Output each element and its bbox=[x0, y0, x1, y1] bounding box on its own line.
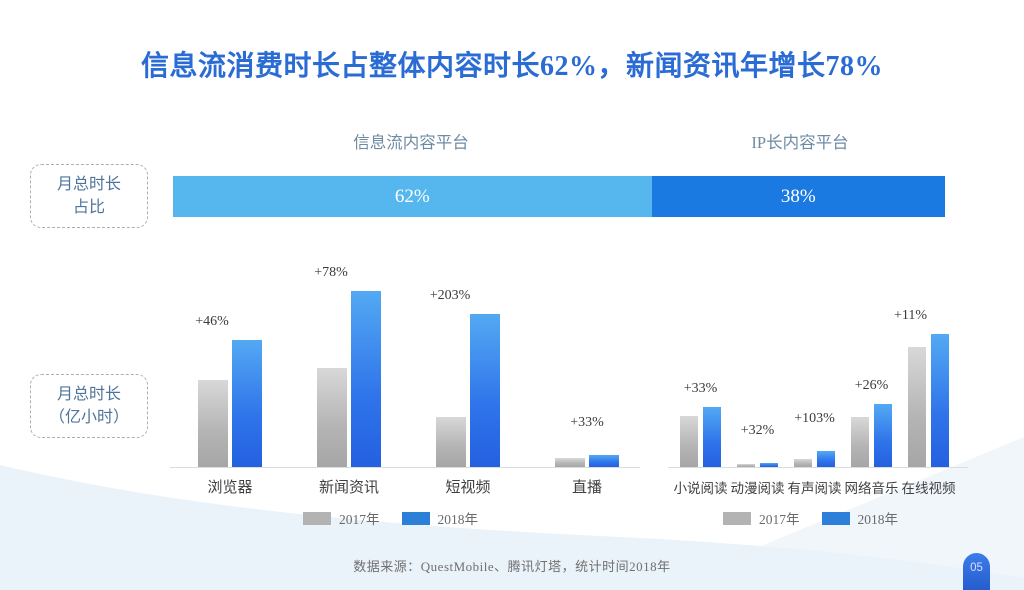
category-label-短视频: 短视频 bbox=[445, 480, 491, 496]
ip-platform-header: IP长内容平台 bbox=[751, 133, 849, 152]
growth-label-网络音乐: +26% bbox=[854, 378, 889, 393]
category-label-网络音乐: 网络音乐 bbox=[844, 481, 899, 496]
growth-label-动漫阅读: +32% bbox=[740, 423, 775, 438]
bar-2018-小说阅读 bbox=[703, 407, 721, 467]
legend-swatch-2017 bbox=[723, 511, 751, 525]
growth-label-在线视频: +11% bbox=[893, 308, 928, 323]
legend-swatch-2018 bbox=[821, 511, 850, 525]
feed-platform-header: 信息流内容平台 bbox=[353, 133, 469, 152]
bar-group-新闻资讯: +78% 新闻资讯 bbox=[314, 265, 381, 496]
data-source-note: 数据来源：QuestMobile、腾讯灯塔，统计时间2018年 bbox=[353, 559, 671, 574]
ip-chart-legend: 2017年 2018年 bbox=[723, 508, 898, 528]
bar-2017-新闻资讯 bbox=[317, 368, 347, 467]
category-label-有声阅读: 有声阅读 bbox=[787, 481, 842, 496]
growth-label-浏览器: +46% bbox=[195, 314, 229, 329]
legend-item-2018: 2018年 bbox=[821, 508, 899, 528]
legend-label-2017: 2017年 bbox=[339, 512, 380, 527]
bar-2018-短视频 bbox=[470, 314, 500, 467]
bar-2017-直播 bbox=[555, 458, 585, 467]
bar-2017-网络音乐 bbox=[851, 417, 869, 467]
bar-group-在线视频: +11% 在线视频 bbox=[894, 308, 956, 496]
category-label-小说阅读: 小说阅读 bbox=[673, 481, 728, 496]
share-segment-feed: 62% bbox=[173, 176, 652, 217]
legend-item-2017: 2017年 bbox=[723, 508, 800, 528]
bar-2018-直播 bbox=[589, 455, 619, 467]
page-number-badge: 05 bbox=[963, 553, 990, 590]
bar-2017-在线视频 bbox=[908, 347, 926, 467]
bar-2017-浏览器 bbox=[198, 380, 228, 467]
bar-2017-小说阅读 bbox=[680, 416, 698, 467]
category-label-浏览器: 浏览器 bbox=[207, 480, 253, 496]
feed-chart-legend: 2017年 2018年 bbox=[303, 508, 478, 528]
bar-group-动漫阅读: +32% 动漫阅读 bbox=[731, 423, 785, 496]
hours-row-label-line2: （亿小时） bbox=[48, 409, 129, 426]
share-segment-feed-value: 62% bbox=[394, 185, 430, 207]
growth-label-直播: +33% bbox=[570, 415, 604, 430]
feed-bar-chart: +46% 浏览器 +78% 新闻资讯 +203% 短视频 +33% 直播 bbox=[170, 265, 640, 496]
bar-group-有声阅读: +103% 有声阅读 bbox=[788, 411, 842, 496]
legend-swatch-2018 bbox=[401, 511, 430, 525]
growth-label-小说阅读: +33% bbox=[683, 381, 718, 396]
growth-label-短视频: +203% bbox=[429, 288, 471, 303]
hours-row-label: 月总时长 （亿小时） bbox=[30, 374, 148, 438]
legend-label-2018: 2018年 bbox=[437, 512, 479, 527]
page-title: 信息流消费时长占整体内容时长62%，新闻资讯年增长78% bbox=[140, 51, 883, 82]
bar-2018-有声阅读 bbox=[817, 451, 835, 467]
category-label-动漫阅读: 动漫阅读 bbox=[730, 481, 785, 496]
bar-2017-动漫阅读 bbox=[737, 464, 755, 467]
bar-2018-在线视频 bbox=[931, 334, 949, 467]
bar-group-小说阅读: +33% 小说阅读 bbox=[674, 381, 728, 496]
bar-group-直播: +33% 直播 bbox=[555, 415, 619, 496]
bar-group-浏览器: +46% 浏览器 bbox=[195, 314, 262, 496]
share-stacked-bar: 62% 38% bbox=[173, 176, 945, 217]
growth-label-有声阅读: +103% bbox=[794, 411, 835, 426]
category-label-直播: 直播 bbox=[571, 480, 602, 496]
bar-2017-有声阅读 bbox=[794, 459, 812, 467]
bar-2018-新闻资讯 bbox=[351, 291, 381, 467]
ip-bar-chart: +33% 小说阅读 +32% 动漫阅读 +103% 有声阅读 +26% 网络音乐 +11% 在线视… bbox=[668, 300, 968, 496]
hours-row-label-line1: 月总时长 bbox=[56, 385, 121, 403]
legend-item-2018: 2018年 bbox=[401, 508, 479, 528]
bar-2017-短视频 bbox=[436, 417, 466, 467]
legend-label-2018: 2018年 bbox=[857, 512, 899, 527]
bar-2018-浏览器 bbox=[232, 340, 262, 467]
category-label-新闻资讯: 新闻资讯 bbox=[318, 480, 379, 496]
share-segment-ip: 38% bbox=[651, 176, 945, 217]
bar-2018-网络音乐 bbox=[874, 404, 892, 467]
share-row-label: 月总时长 占比 bbox=[30, 164, 148, 228]
category-label-在线视频: 在线视频 bbox=[901, 481, 956, 496]
growth-label-新闻资讯: +78% bbox=[314, 265, 348, 280]
legend-item-2017: 2017年 bbox=[303, 508, 380, 528]
bar-group-网络音乐: +26% 网络音乐 bbox=[845, 378, 899, 496]
legend-label-2017: 2017年 bbox=[759, 512, 800, 527]
bar-group-短视频: +203% 短视频 bbox=[430, 288, 500, 496]
bar-2018-动漫阅读 bbox=[760, 463, 778, 467]
legend-swatch-2017 bbox=[303, 511, 331, 525]
page-number: 05 bbox=[970, 562, 983, 574]
share-row-label-line2: 占比 bbox=[72, 199, 105, 216]
share-segment-ip-value: 38% bbox=[780, 185, 816, 207]
share-row-label-line1: 月总时长 bbox=[56, 175, 121, 193]
